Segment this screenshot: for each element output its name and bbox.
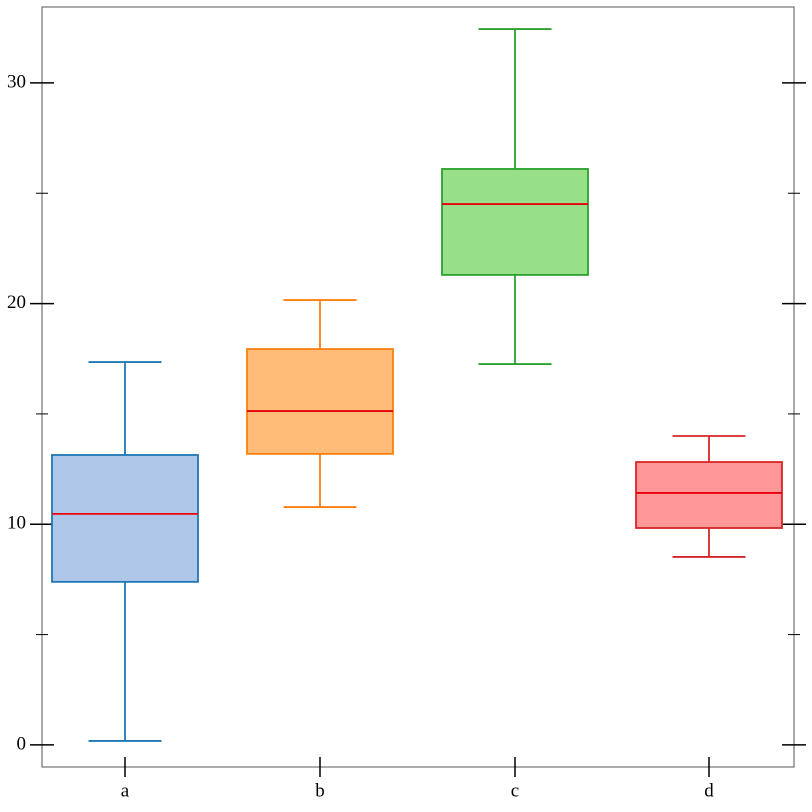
plot-frame — [41, 6, 795, 768]
x-tick-label: a — [121, 780, 130, 801]
box — [635, 461, 783, 529]
x-tick-label: d — [704, 780, 714, 801]
box — [51, 454, 199, 583]
box — [441, 168, 589, 276]
y-tick-label: 20 — [7, 292, 26, 313]
box — [246, 348, 394, 455]
x-tick-label: c — [511, 780, 519, 801]
y-tick-label: 0 — [17, 733, 27, 754]
y-tick-label: 30 — [7, 71, 26, 92]
y-tick-label: 10 — [7, 513, 26, 534]
x-tick-label: b — [315, 780, 325, 801]
